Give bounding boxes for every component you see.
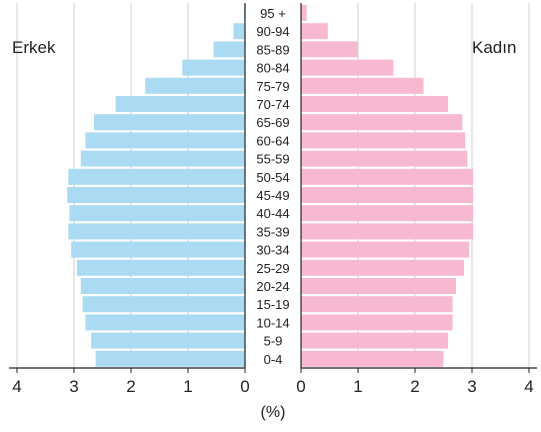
bar-erkek — [182, 59, 245, 76]
age-group-label: 20-24 — [256, 279, 289, 294]
age-group-label: 85-89 — [256, 42, 289, 57]
age-group-label: 90-94 — [256, 24, 289, 39]
bar-kadin — [301, 314, 453, 331]
bar-erkek — [93, 114, 245, 131]
bar-kadin — [301, 350, 444, 367]
bar-erkek — [85, 314, 246, 331]
bar-erkek — [68, 223, 245, 240]
tick-label-left: 2 — [126, 377, 135, 396]
tick-label-left: 0 — [240, 377, 249, 396]
bar-kadin — [301, 187, 474, 203]
age-group-label: 25-29 — [256, 261, 289, 276]
bar-erkek — [71, 241, 246, 258]
tick-label-right: 0 — [296, 377, 305, 396]
tick-label-right: 2 — [410, 377, 419, 396]
bar-kadin — [301, 59, 394, 76]
bar-erkek — [233, 23, 245, 40]
bar-erkek — [80, 278, 245, 294]
age-group-label: 10-14 — [256, 315, 289, 330]
axes — [9, 3, 537, 373]
tick-label-left: 4 — [12, 377, 21, 396]
age-group-label: 40-44 — [256, 206, 289, 221]
tick-label-left: 1 — [183, 377, 192, 396]
age-group-label: 75-79 — [256, 79, 289, 94]
bar-kadin — [301, 132, 466, 149]
bar-erkek — [67, 187, 245, 203]
bar-erkek — [76, 259, 245, 276]
bar-kadin — [301, 205, 474, 222]
bar-erkek — [80, 150, 245, 167]
age-group-label: 30-34 — [256, 243, 289, 258]
bar-kadin — [301, 168, 474, 185]
age-group-label: 5-9 — [264, 334, 283, 349]
series-label-erkek: Erkek — [12, 38, 56, 57]
age-group-label: 45-49 — [256, 188, 289, 203]
age-group-label: 70-74 — [256, 97, 289, 112]
age-group-label: 55-59 — [256, 152, 289, 167]
bar-erkek — [213, 41, 245, 58]
age-group-label: 15-19 — [256, 297, 289, 312]
tick-label-left: 3 — [69, 377, 78, 396]
bar-kadin — [301, 278, 457, 294]
age-group-labels: 95 + 90-94 85-89 80-84 75-79 70-74 65-69 60-64 5… — [256, 6, 289, 367]
age-group-label: 0-4 — [264, 352, 283, 367]
bar-kadin — [301, 23, 328, 40]
bar-erkek — [69, 205, 245, 222]
age-group-label: 65-69 — [256, 115, 289, 130]
bar-erkek — [91, 332, 245, 349]
bar-kadin — [301, 77, 424, 94]
bar-kadin — [301, 241, 470, 258]
bar-erkek — [82, 296, 245, 313]
grid-lines — [16, 3, 530, 368]
bar-kadin — [301, 114, 463, 131]
bar-kadin — [301, 96, 449, 112]
x-axis-label: (%) — [260, 404, 286, 421]
bar-kadin — [301, 41, 358, 58]
bar-erkek — [145, 77, 245, 94]
tick-label-right: 4 — [524, 377, 533, 396]
bar-erkek — [115, 96, 245, 112]
bar-erkek — [95, 350, 245, 367]
bar-kadin — [301, 259, 465, 276]
age-group-label: 35-39 — [256, 224, 289, 239]
tick-label-right: 1 — [353, 377, 362, 396]
bar-erkek — [68, 168, 245, 185]
bar-erkek — [85, 132, 246, 149]
bar-kadin — [301, 332, 449, 349]
bar-kadin — [301, 296, 453, 313]
age-group-label: 80-84 — [256, 61, 289, 76]
bars — [67, 5, 474, 367]
bar-kadin — [301, 223, 474, 240]
bar-kadin — [301, 150, 468, 167]
tick-label-right: 3 — [467, 377, 476, 396]
age-group-label: 60-64 — [256, 133, 289, 148]
age-group-label: 95 + — [260, 6, 286, 21]
tick-labels: 4 3 2 1 0 0 1 2 3 4 — [12, 377, 533, 396]
series-label-kadin: Kadın — [472, 38, 517, 57]
age-group-label: 50-54 — [256, 170, 289, 185]
bar-kadin — [301, 5, 307, 21]
